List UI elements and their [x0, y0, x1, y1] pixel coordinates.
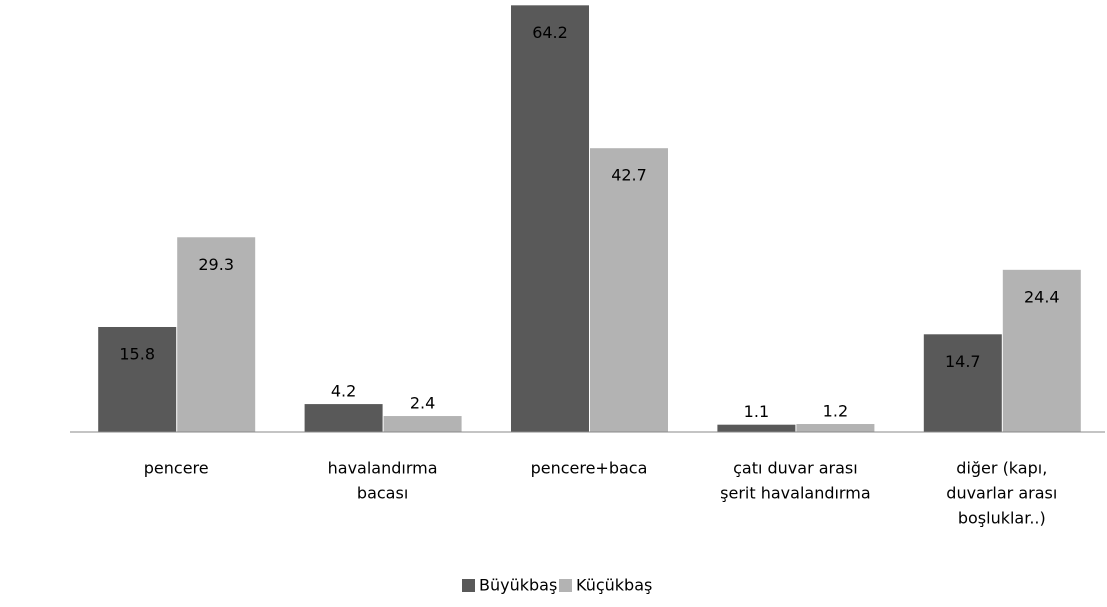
bar: [1002, 269, 1081, 432]
bar: [717, 424, 796, 432]
bar: [796, 424, 875, 432]
data-label: 1.1: [744, 402, 769, 421]
data-label: 4.2: [331, 382, 356, 401]
data-label: 64.2: [532, 23, 568, 42]
bar: [177, 237, 256, 432]
bar: [98, 326, 177, 432]
data-label: 14.7: [945, 352, 981, 371]
data-label: 15.8: [119, 344, 155, 363]
x-tick-label: pencere: [144, 459, 209, 478]
bar: [304, 404, 383, 432]
x-tick-label: pencere+baca: [531, 459, 648, 478]
x-tick-label: diğer (kapı,: [956, 459, 1047, 478]
x-tick-label: duvarlar arası: [946, 484, 1057, 503]
legend-swatch: [462, 579, 475, 592]
bar: [383, 416, 462, 432]
data-label: 24.4: [1024, 287, 1060, 306]
bar: [923, 334, 1002, 432]
data-label: 2.4: [410, 394, 435, 413]
bar: [590, 148, 668, 432]
legend-swatch: [559, 579, 572, 592]
data-label: 29.3: [198, 255, 234, 274]
data-label: 42.7: [611, 166, 647, 185]
x-tick-label: boşluklar..): [958, 509, 1046, 528]
x-tick-label: bacası: [357, 484, 408, 503]
legend-label: Büyükbaş: [479, 576, 557, 595]
x-tick-label: çatı duvar arası: [733, 459, 858, 478]
x-tick-label: şerit havalandırma: [720, 484, 870, 503]
legend-label: Küçükbaş: [576, 576, 652, 595]
x-tick-label: havalandırma: [328, 459, 438, 478]
bar: [511, 5, 589, 432]
data-label: 1.2: [823, 402, 848, 421]
